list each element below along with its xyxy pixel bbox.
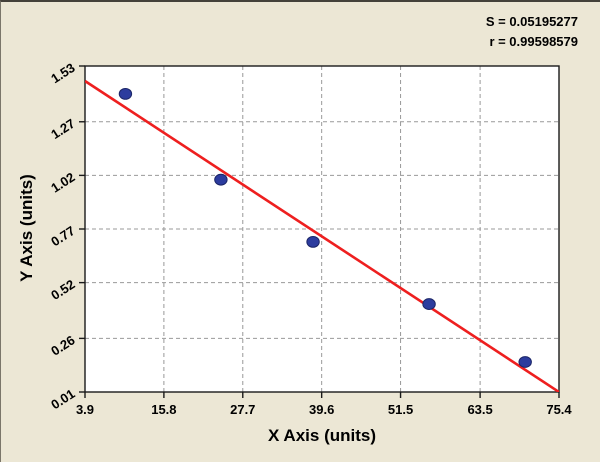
y-tick-label: 1.53 xyxy=(48,60,77,86)
data-point xyxy=(214,173,228,186)
data-point xyxy=(422,298,436,310)
y-tick-label: 0.26 xyxy=(48,332,77,358)
x-tick-label: 27.7 xyxy=(230,402,255,417)
regression-line xyxy=(85,79,559,392)
stat-r-value: r = 0.99598579 xyxy=(489,33,578,49)
data-point xyxy=(118,87,133,100)
y-tick-label: 0.52 xyxy=(48,277,77,303)
y-tick-label: 1.02 xyxy=(48,169,77,195)
x-tick-label: 39.6 xyxy=(309,402,334,417)
y-tick-label: 1.27 xyxy=(48,116,77,142)
x-tick-label: 15.8 xyxy=(151,402,176,417)
x-tick-label: 75.4 xyxy=(546,402,572,417)
y-tick-label: 0.77 xyxy=(48,223,77,249)
y-tick-label: 0.01 xyxy=(48,386,77,412)
data-point xyxy=(306,235,320,248)
fit-statistics: S = 0.05195277 r = 0.99598579 xyxy=(486,12,578,51)
data-point xyxy=(518,356,532,368)
x-tick-label: 63.5 xyxy=(467,402,492,417)
x-tick-label: 3.9 xyxy=(76,402,94,417)
x-tick-label: 51.5 xyxy=(388,402,413,417)
stat-s-value: S = 0.05195277 xyxy=(485,14,578,29)
x-axis-title: X Axis (units) xyxy=(268,426,376,445)
